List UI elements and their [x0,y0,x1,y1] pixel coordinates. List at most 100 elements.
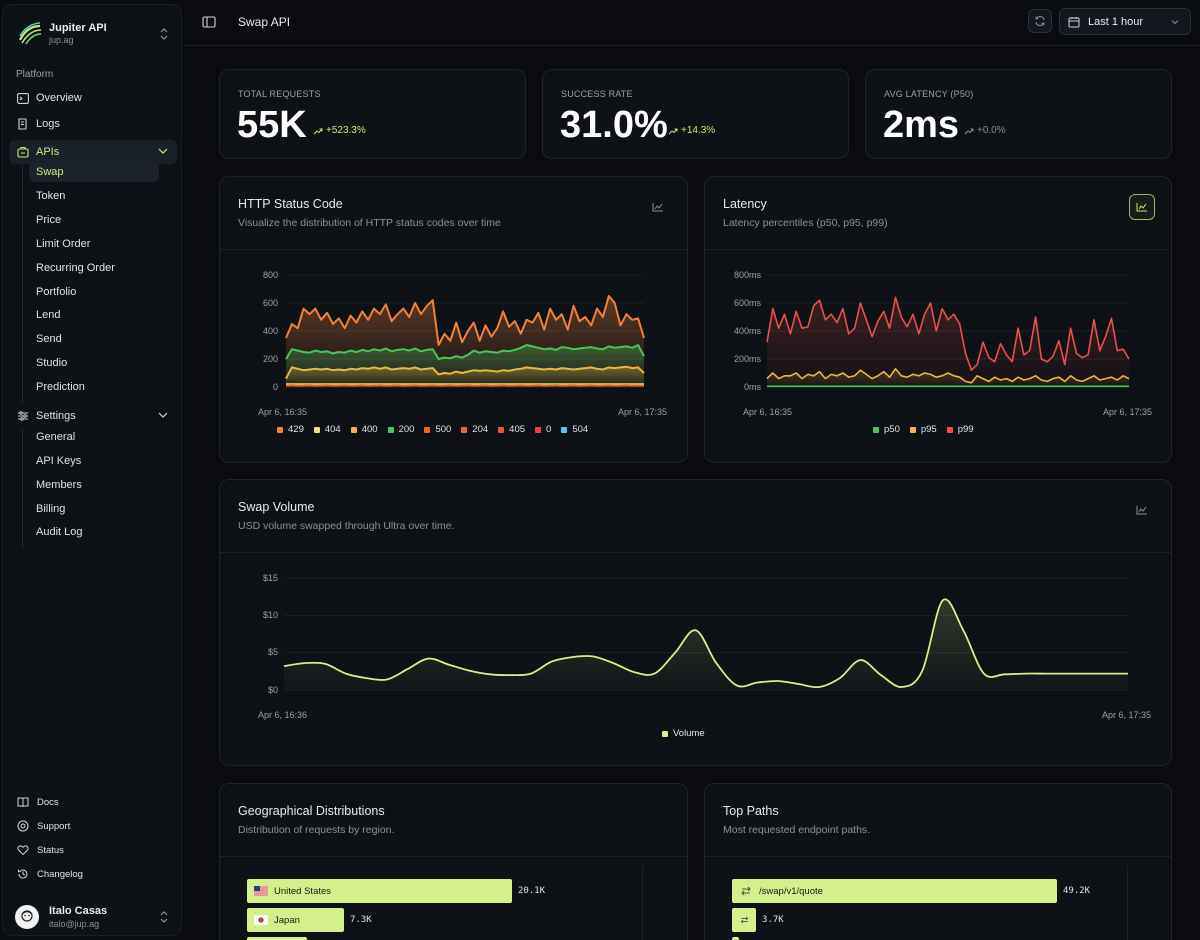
legend-item-p50[interactable]: p50 [873,424,900,435]
subnav-general[interactable]: General [36,431,76,443]
chart-legend: p50 p95 p99 [873,424,984,435]
y-tick: $5 [267,647,278,657]
legend-item-0[interactable]: 0 [535,424,551,435]
x-tick-start: Apr 6, 16:36 [258,710,308,720]
subnav-limit-order[interactable]: Limit Order [36,238,91,250]
card-divider [220,552,1171,553]
legend-item-200[interactable]: 200 [387,424,414,435]
card-title: Latency [723,197,767,211]
legend-item-405[interactable]: 405 [498,424,525,435]
subnav-send[interactable]: Send [36,333,62,345]
card-divider [705,856,1171,857]
sidebar-item-apis[interactable]: APIs [9,140,177,164]
geo-bar-row[interactable]: Japan 7.3K [247,908,647,932]
user-email: italo@jup.ag [49,919,100,929]
geo-label: United States [274,885,332,897]
chart-type-button[interactable] [1129,194,1155,220]
org-switcher[interactable]: Jupiter API jup.ag [11,15,175,51]
path-value: 49.2K [1063,886,1091,896]
card-http-status: HTTP Status Code Visualize the distribut… [219,176,688,463]
sidebar-item-overview[interactable]: Overview [9,86,177,110]
path-bar-row[interactable] [732,937,1056,940]
footer-link-status[interactable]: Status [11,840,64,860]
legend-label: 500 [435,424,452,435]
card-description: Visualize the distribution of HTTP statu… [238,217,501,229]
path-bar-row[interactable]: 3.7K [732,908,1056,932]
sidebar-item-logs[interactable]: Logs [9,112,177,136]
legend-swatch [909,426,916,433]
legend-label: 404 [324,424,341,435]
sidebar-item-settings[interactable]: Settings [9,404,177,428]
card-description: Latency percentiles (p50, p95, p99) [723,217,888,229]
arrows-swap-icon [741,886,751,896]
subnav-members[interactable]: Members [36,479,82,491]
subnav-recurring-order[interactable]: Recurring Order [36,262,115,274]
legend-item-500[interactable]: 500 [424,424,451,435]
stat-delta: +0.0% [964,125,1006,136]
sidebar: Jupiter API jup.ag Platform Overview Log… [2,4,182,936]
us-flag-icon [254,886,268,896]
chevrons-updown-icon [160,911,168,923]
geo-value: 20.1K [518,886,546,896]
x-tick-start: Apr 6, 16:35 [258,407,308,417]
y-tick: 200 [262,354,278,364]
legend-swatch [387,426,394,433]
sidebar-toggle-icon[interactable] [202,15,216,29]
chart-type-button[interactable] [645,194,671,220]
geo-bar: United States [247,879,512,903]
legend-label: 405 [509,424,526,435]
calendar-icon [1068,16,1080,27]
subnav-lend[interactable]: Lend [36,309,61,321]
refresh-icon [1035,16,1045,26]
legend-item-429[interactable]: 429 [277,424,304,435]
geo-bar-row[interactable] [247,937,647,940]
geo-bar [247,937,307,940]
stat-card-success-rate: SUCCESS RATE 31.0% +14.3% [542,69,849,159]
y-tick: $15 [262,573,278,583]
path-label: /swap/v1/quote [759,885,823,897]
series-line-200 [285,344,645,360]
subnav-swap[interactable]: Swap [29,162,159,182]
subnav-billing[interactable]: Billing [36,503,66,515]
subnav-portfolio[interactable]: Portfolio [36,286,77,298]
geo-label: Japan [274,914,300,926]
user-menu[interactable]: Italo Casas italo@jup.ag [11,901,175,933]
legend-item-p99[interactable]: p99 [946,424,974,435]
subnav-api-keys[interactable]: API Keys [36,455,82,467]
footer-link-docs[interactable]: Docs [11,792,59,812]
terminal-icon [16,91,30,105]
legend-item-204[interactable]: 204 [461,424,488,435]
card-divider [220,249,687,250]
legend-label: 400 [361,424,378,435]
path-bar [732,937,739,940]
sidebar-item-label: Settings [36,410,76,422]
line-chart-icon [1136,506,1147,515]
subnav-studio[interactable]: Studio [36,357,68,369]
geo-bar-row[interactable]: United States 20.1K [247,879,647,903]
legend-item-504[interactable]: 504 [561,424,588,435]
card-title: HTTP Status Code [238,197,343,211]
time-range-select[interactable]: Last 1 hour [1059,8,1191,35]
page-title: Swap API [238,15,291,29]
path-value: 3.7K [762,915,784,925]
jp-flag-icon [254,915,268,925]
subnav-audit-log[interactable]: Audit Log [36,526,83,538]
stat-delta: +523.3% [313,125,366,136]
legend-item-404[interactable]: 404 [313,424,341,435]
submenu-guide [22,165,23,403]
legend-item-p95[interactable]: p95 [909,424,937,435]
refresh-button[interactable] [1028,9,1052,33]
legend-item-400[interactable]: 400 [350,424,378,435]
chart-type-button[interactable] [1129,497,1155,523]
subnav-token[interactable]: Token [36,190,66,202]
footer-link-changelog[interactable]: Changelog [11,864,83,884]
legend-swatch [946,426,953,433]
card-title: Top Paths [723,804,779,818]
stat-value: 2ms [883,104,960,146]
footer-link-support[interactable]: Support [11,816,70,836]
legend-label: 204 [472,424,489,435]
subnav-prediction[interactable]: Prediction [36,381,85,393]
subnav-price[interactable]: Price [36,214,62,226]
path-bar-row[interactable]: /swap/v1/quote 49.2K [732,879,1090,903]
legend-item-Volume[interactable]: Volume [662,728,705,739]
